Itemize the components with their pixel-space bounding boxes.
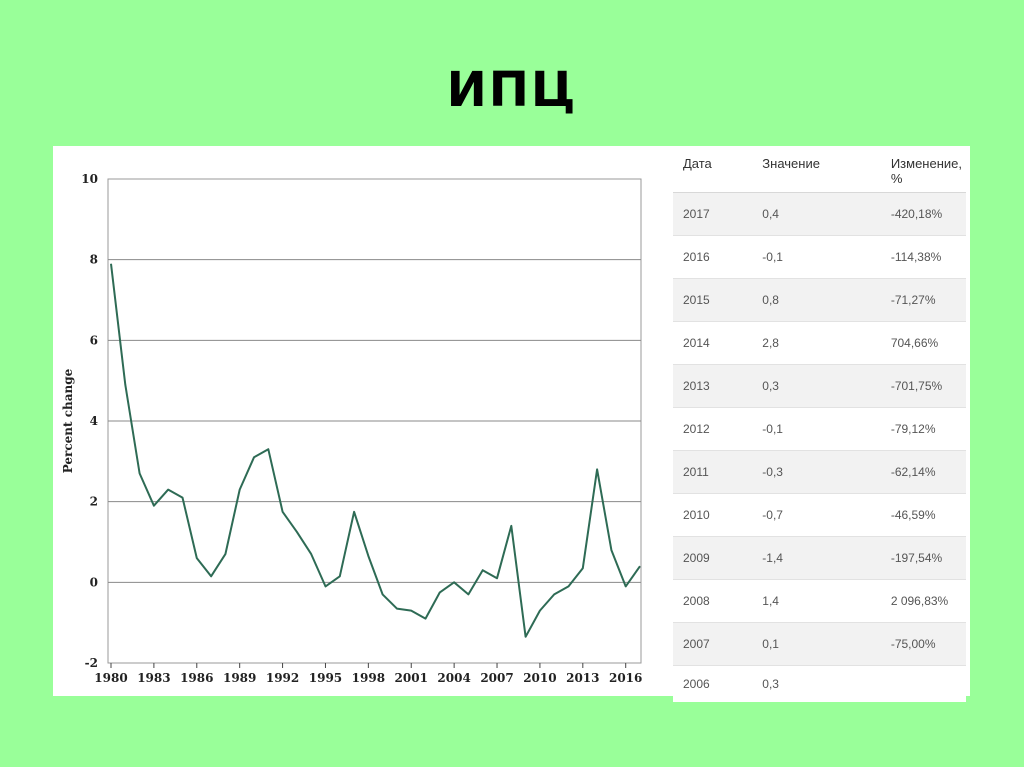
y-tick-label: -2 [85,656,98,670]
slide-title: ИПЦ [446,62,578,118]
y-tick-label: 8 [90,253,98,267]
header-change: Изменение, % [880,146,966,193]
cell-date: 2015 [673,278,753,322]
cell-change: -46,59% [880,493,966,537]
chart-grid [107,178,642,664]
table-row: 2016 -0,1 -114,38% [673,235,966,279]
header-date: Дата [673,146,753,193]
cell-change [880,665,966,702]
table-row: 2007 0,1 -75,00% [673,622,966,666]
cell-date: 2006 [673,665,753,702]
x-tick-label: 1983 [137,671,170,685]
cell-value: -0,7 [752,493,881,537]
content-panel: 10 8 6 4 2 0 -2 1980 1983 1986 1989 1992 1995 1998 200… [53,146,970,702]
cell-date: 2007 [673,622,753,666]
cell-change: 704,66% [880,321,966,365]
x-tick-label: 1989 [223,671,256,685]
cell-date: 2014 [673,321,753,365]
cell-value: -1,4 [752,536,881,580]
x-tick-label: 1980 [94,671,127,685]
cell-value: 0,3 [752,665,881,702]
cell-change: 2 096,83% [880,579,966,623]
table-row: 2015 0,8 -71,27% [673,278,966,322]
table-header-row: Дата Значение Изменение, % [673,146,966,193]
cell-change: -420,18% [880,192,966,236]
x-tick-label: 2013 [566,671,599,685]
x-tick-label: 2010 [523,671,556,685]
x-tick-label: 1992 [266,671,299,685]
y-tick-label: 0 [90,575,98,589]
y-tick-label: 6 [90,333,98,347]
table-row: 2012 -0,1 -79,12% [673,407,966,451]
header-value: Значение [752,146,881,193]
table-row: 2008 1,4 2 096,83% [673,579,966,623]
cell-value: -0,3 [752,450,881,494]
x-tick-label: 2004 [437,671,470,685]
x-tick-label: 2016 [609,671,642,685]
cell-date: 2008 [673,579,753,623]
cell-value: 0,4 [752,192,881,236]
cell-value: 0,3 [752,364,881,408]
cell-value: 2,8 [752,321,881,365]
cell-value: -0,1 [752,407,881,451]
x-tick-label: 2001 [395,671,428,685]
cell-date: 2017 [673,192,753,236]
y-axis-label: Percent change [61,368,75,473]
cell-change: -71,27% [880,278,966,322]
cell-value: -0,1 [752,235,881,279]
cell-date: 2012 [673,407,753,451]
cell-date: 2011 [673,450,753,494]
cell-change: -701,75% [880,364,966,408]
cell-change: -62,14% [880,450,966,494]
y-tick-label: 2 [90,495,98,509]
x-tick-label: 1998 [352,671,385,685]
chart-series-layer [110,263,641,638]
cell-date: 2016 [673,235,753,279]
x-tick-label: 2007 [480,671,513,685]
cell-change: -197,54% [880,536,966,580]
cell-date: 2010 [673,493,753,537]
cell-value: 1,4 [752,579,881,623]
table-row: 2010 -0,7 -46,59% [673,493,966,537]
cell-value: 0,1 [752,622,881,666]
cell-change: -75,00% [880,622,966,666]
cell-date: 2013 [673,364,753,408]
table-row: 2014 2,8 704,66% [673,321,966,365]
table-row: 2006 0,3 [673,665,966,702]
cell-value: 0,8 [752,278,881,322]
x-tick-label: 1986 [180,671,213,685]
table-row: 2017 0,4 -420,18% [673,192,966,236]
x-tick-label: 1995 [309,671,342,685]
y-tick-label: 10 [81,172,98,186]
table-row: 2013 0,3 -701,75% [673,364,966,408]
table-row: 2009 -1,4 -197,54% [673,536,966,580]
cell-change: -79,12% [880,407,966,451]
series-line [110,263,641,638]
cell-change: -114,38% [880,235,966,279]
cpi-table: Дата Значение Изменение, % 2017 0,4 -420,1… [673,146,966,702]
table-row: 2011 -0,3 -62,14% [673,450,966,494]
y-tick-label: 4 [90,414,98,428]
cell-date: 2009 [673,536,753,580]
table-body: 2017 0,4 -420,18% 2016 -0,1 -114,38% 2015 0,8 -7… [673,192,966,702]
